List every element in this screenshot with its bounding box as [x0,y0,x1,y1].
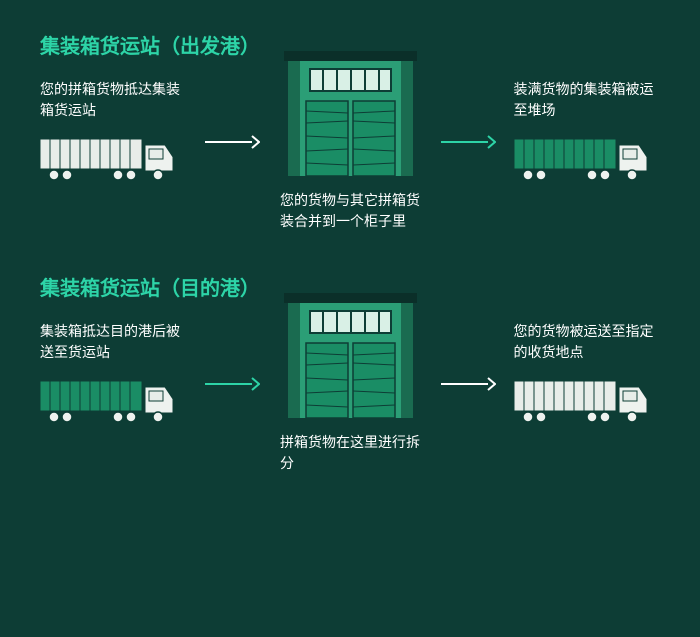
center-caption: 您的货物与其它拼箱货装合并到一个柜子里 [280,190,420,232]
truck-white-icon [514,377,649,423]
step-left-col: 您的拼箱货物抵达集装箱货运站 [40,79,187,181]
warehouse-icon [278,293,423,418]
flow-row-origin: 您的拼箱货物抵达集装箱货运站 [40,79,660,232]
step-right-col: 您的货物被运送至指定的收货地点 [514,321,661,423]
step-center-col: 您的货物与其它拼箱货装合并到一个柜子里 [278,51,423,232]
flow-row-destination: 集装箱抵达目的港后被送至货运站 [40,321,660,474]
center-caption: 拼箱货物在这里进行拆分 [280,432,420,474]
step-right-col: 装满货物的集装箱被运至堆场 [514,79,661,181]
right-caption: 装满货物的集装箱被运至堆场 [514,79,661,121]
arrow-right-icon [441,134,496,150]
step-left-col: 集装箱抵达目的港后被送至货运站 [40,321,187,423]
arrow2-col [441,321,496,392]
truck-green-icon [514,135,649,181]
step-center-col: 拼箱货物在这里进行拆分 [278,293,423,474]
arrow2-col [441,79,496,150]
warehouse-icon [278,51,423,176]
arrow1-col [205,79,260,150]
arrow1-col [205,321,260,392]
truck-white-icon [40,135,175,181]
section-origin: 集装箱货运站（出发港） 您的拼箱货物抵达集装箱货运站 [40,30,660,232]
arrow-right-icon [205,376,260,392]
truck-green-icon [40,377,175,423]
left-caption: 您的拼箱货物抵达集装箱货运站 [40,79,187,121]
left-caption: 集装箱抵达目的港后被送至货运站 [40,321,187,363]
arrow-right-icon [441,376,496,392]
right-caption: 您的货物被运送至指定的收货地点 [514,321,661,363]
arrow-right-icon [205,134,260,150]
section-destination: 集装箱货运站（目的港） 集装箱抵达目的港后被送至货运站 [40,272,660,474]
